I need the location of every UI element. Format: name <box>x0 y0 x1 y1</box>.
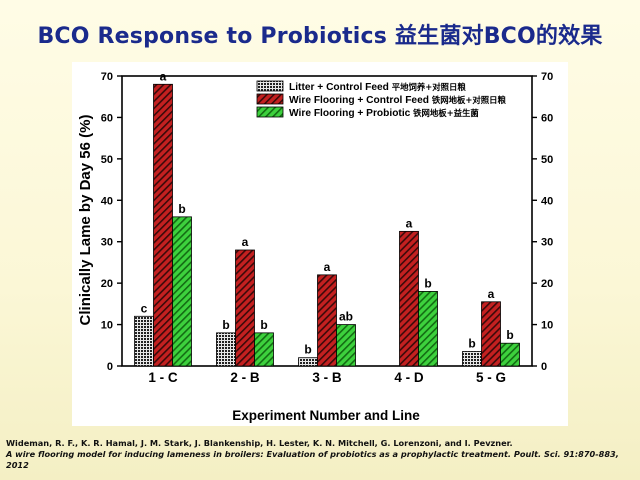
bar-label: b <box>222 318 229 332</box>
citation-authors: Wideman, R. F., K. R. Hamal, J. M. Stark… <box>6 438 513 448</box>
legend: Litter + Control Feed 平地饲养+对照日粮 Wire Floo… <box>256 80 506 119</box>
y-axis-title: Clinically Lame by Day 56 (%) <box>77 115 94 326</box>
legend-label-cn: 铁网地板+益生菌 <box>413 108 479 118</box>
bar <box>134 315 154 367</box>
bar-label: b <box>424 276 431 290</box>
y-tick-label-right: 0 <box>541 361 547 373</box>
legend-swatch <box>256 93 284 105</box>
legend-label-cn: 铁网地板+对照日粮 <box>432 95 507 105</box>
bar <box>336 324 356 367</box>
x-tick-label: 2 - B <box>230 370 260 385</box>
y-tick-label-right: 30 <box>541 237 553 249</box>
legend-label: Wire Flooring + Probiotic 铁网地板+益生菌 <box>289 108 479 119</box>
bar-label: ab <box>339 310 353 324</box>
legend-label-cn: 平地饲养+对照日粮 <box>392 82 467 92</box>
y-tick-label-right: 50 <box>541 154 553 166</box>
legend-label: Litter + Control Feed 平地饲养+对照日粮 <box>289 82 466 93</box>
legend-label: Wire Flooring + Control Feed 铁网地板+对照日粮 <box>289 95 506 106</box>
bar <box>153 83 173 367</box>
bar-label: b <box>178 202 185 216</box>
citation: Wideman, R. F., K. R. Hamal, J. M. Stark… <box>6 438 634 471</box>
y-tick-label-left: 10 <box>101 320 113 332</box>
bar-label: a <box>488 287 495 301</box>
y-tick-label-left: 20 <box>101 278 113 290</box>
x-axis-title: Experiment Number and Line <box>232 408 420 423</box>
citation-reference: A wire flooring model for inducing lamen… <box>6 449 619 470</box>
y-tick-label-right: 60 <box>541 112 553 124</box>
bar-label: a <box>324 260 331 274</box>
slide-title: BCO Response to Probiotics 益生菌对BCO的效果 <box>37 24 603 49</box>
y-tick-label-right: 10 <box>541 320 553 332</box>
y-tick-label-left: 50 <box>101 154 113 166</box>
bar-label: b <box>506 328 513 342</box>
y-tick-label-right: 70 <box>541 71 553 83</box>
y-tick-label-left: 70 <box>101 71 113 83</box>
bar <box>235 249 255 367</box>
bar <box>317 274 337 367</box>
bar-label: a <box>406 216 413 230</box>
bar <box>399 230 419 367</box>
bar <box>298 357 318 367</box>
bar <box>216 332 236 367</box>
x-tick-label: 4 - D <box>394 370 424 385</box>
bar-label: b <box>260 318 267 332</box>
bar <box>418 291 438 367</box>
bar-label: a <box>242 235 249 249</box>
bar-label: c <box>141 301 148 315</box>
x-tick-label: 1 - C <box>148 370 178 385</box>
bar <box>481 301 501 367</box>
bar-label: a <box>160 69 167 83</box>
y-tick-label-right: 20 <box>541 278 553 290</box>
bar-label: b <box>468 337 475 351</box>
legend-swatch <box>256 80 284 92</box>
y-tick-label-left: 60 <box>101 112 113 124</box>
bar <box>172 216 192 367</box>
bar <box>500 342 520 367</box>
y-tick-label-left: 40 <box>101 195 113 207</box>
legend-swatch <box>256 106 284 118</box>
bar-label: b <box>304 343 311 357</box>
chart-panel: 0 0 10 10 20 20 30 30 40 40 50 50 60 60 70 70 1 - C 2 - B… <box>72 62 568 426</box>
y-tick-label-right: 40 <box>541 195 553 207</box>
y-tick-label-left: 0 <box>107 361 113 373</box>
x-tick-label: 3 - B <box>312 370 342 385</box>
bar <box>254 332 274 367</box>
x-tick-label: 5 - G <box>476 370 506 385</box>
bar-chart: 0 0 10 10 20 20 30 30 40 40 50 50 60 60 70 70 1 - C 2 - B… <box>77 69 553 423</box>
bar <box>462 351 482 367</box>
y-tick-label-left: 30 <box>101 237 113 249</box>
